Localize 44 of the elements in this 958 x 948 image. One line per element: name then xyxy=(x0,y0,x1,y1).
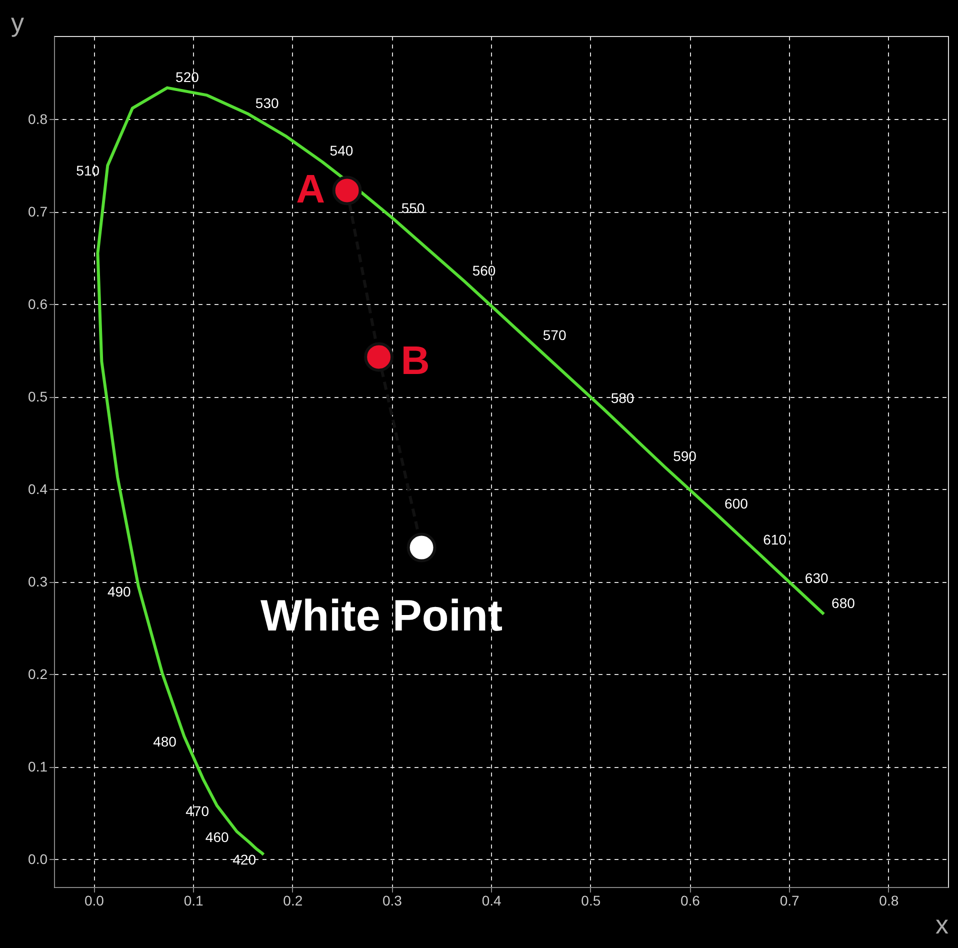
annotation: 510 xyxy=(76,162,100,178)
annotation: 590 xyxy=(673,448,697,464)
x-tick-label: 0.3 xyxy=(382,892,402,908)
y-tick-label: 0.0 xyxy=(28,850,48,867)
y-tick-label: 0.6 xyxy=(28,296,48,312)
y-tick-label: 0.7 xyxy=(28,203,48,220)
point xyxy=(332,176,362,206)
annotation: 680 xyxy=(832,594,856,611)
x-tick-label: 0.2 xyxy=(283,892,303,908)
x-tick-label: 0.6 xyxy=(680,892,700,908)
y-tick-label: 0.5 xyxy=(28,388,48,404)
annotation: 460 xyxy=(205,828,229,845)
series-label: A xyxy=(296,167,326,212)
annotation: 570 xyxy=(542,327,566,344)
y-tick-label: 0.2 xyxy=(28,666,48,682)
annotation: 540 xyxy=(330,142,354,159)
annotation: 610 xyxy=(763,531,787,548)
annotation: 560 xyxy=(472,262,496,279)
point xyxy=(364,342,394,372)
y-tick-label: 0.8 xyxy=(28,110,48,127)
x-tick-label: 0.5 xyxy=(581,892,601,908)
x-tick-label: 0.0 xyxy=(84,892,104,908)
point xyxy=(406,532,436,562)
annotation: 530 xyxy=(255,94,279,111)
annotation: 520 xyxy=(176,68,200,85)
annotation: 600 xyxy=(724,496,748,512)
y-tick-label: 0.4 xyxy=(28,480,48,497)
annotation: 470 xyxy=(186,802,210,819)
series-label: B xyxy=(400,338,430,383)
series-label: White Point xyxy=(260,592,503,641)
x-tick-label: 0.1 xyxy=(184,892,204,908)
x-axis-title: x xyxy=(936,910,948,940)
x-tick-label: 0.4 xyxy=(482,892,502,908)
x-tick-label: 0.8 xyxy=(879,892,899,908)
y-axis-title: y xyxy=(11,8,24,38)
annotation: 550 xyxy=(401,200,425,216)
x-tick-label: 0.7 xyxy=(780,892,800,908)
annotation: 630 xyxy=(804,570,828,586)
annotation: 420 xyxy=(232,852,256,868)
annotation: 490 xyxy=(107,583,132,600)
annotation: 480 xyxy=(153,734,177,750)
y-tick-label: 0.1 xyxy=(28,758,48,774)
annotation: 580 xyxy=(610,390,634,406)
y-tick-label: 0.3 xyxy=(28,573,48,590)
